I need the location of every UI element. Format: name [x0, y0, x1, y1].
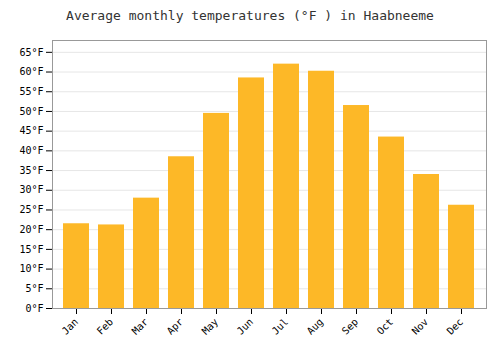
- svg-text:Dec: Dec: [445, 316, 466, 337]
- svg-text:Oct: Oct: [375, 316, 396, 337]
- svg-text:May: May: [200, 316, 221, 337]
- svg-text:5°F: 5°F: [25, 283, 43, 294]
- svg-text:Nov: Nov: [410, 316, 431, 337]
- svg-text:55°F: 55°F: [19, 86, 43, 97]
- svg-text:Jul: Jul: [270, 316, 291, 337]
- svg-text:Apr: Apr: [165, 316, 186, 337]
- svg-text:10°F: 10°F: [19, 263, 43, 274]
- svg-text:Feb: Feb: [95, 316, 116, 337]
- svg-text:35°F: 35°F: [19, 165, 43, 176]
- svg-text:15°F: 15°F: [19, 244, 43, 255]
- svg-text:25°F: 25°F: [19, 204, 43, 215]
- svg-text:Aug: Aug: [305, 316, 326, 337]
- svg-text:60°F: 60°F: [19, 66, 43, 77]
- svg-text:20°F: 20°F: [19, 224, 43, 235]
- svg-text:50°F: 50°F: [19, 106, 43, 117]
- svg-text:65°F: 65°F: [19, 47, 43, 58]
- svg-text:40°F: 40°F: [19, 145, 43, 156]
- svg-text:30°F: 30°F: [19, 184, 43, 195]
- svg-text:0°F: 0°F: [25, 303, 43, 314]
- svg-text:Jan: Jan: [60, 316, 81, 337]
- svg-text:Mar: Mar: [130, 316, 151, 337]
- svg-text:Jun: Jun: [235, 316, 256, 337]
- html-text:Average monthly temperatures (: Average monthly temperatures (°F ) in Ha…: [66, 8, 434, 23]
- svg-text:45°F: 45°F: [19, 125, 43, 136]
- svg-text:Sep: Sep: [340, 316, 361, 337]
